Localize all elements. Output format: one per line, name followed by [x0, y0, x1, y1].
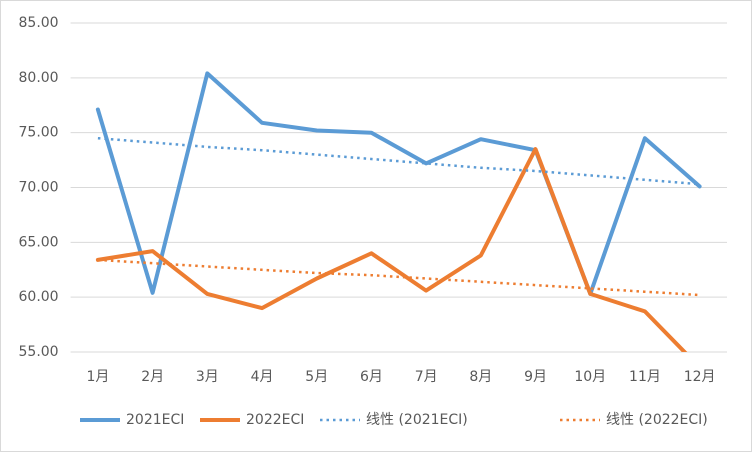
- y-tick-label: 85.00: [19, 15, 59, 31]
- x-tick-label: 6月: [360, 369, 383, 385]
- legend-label: 线性 (2022ECI): [606, 412, 708, 428]
- x-tick-label: 9月: [524, 369, 547, 385]
- x-tick-label: 4月: [251, 369, 274, 385]
- legend-label: 2022ECI: [246, 412, 304, 428]
- x-tick-label: 7月: [415, 369, 438, 385]
- y-tick-label: 70.00: [19, 180, 59, 196]
- y-tick-label: 60.00: [19, 289, 59, 305]
- x-tick-label: 8月: [469, 369, 492, 385]
- x-tick-label: 11月: [629, 369, 661, 385]
- x-tick-label: 2月: [141, 369, 164, 385]
- trend-line: [97, 136, 700, 186]
- x-tick-label: 5月: [305, 369, 328, 385]
- series-line: [95, 147, 688, 352]
- x-tick-label: 12月: [684, 369, 716, 385]
- x-tick-label: 3月: [196, 369, 219, 385]
- y-tick-label: 65.00: [19, 234, 59, 250]
- x-tick-label: 10月: [574, 369, 606, 385]
- x-tick-label: 1月: [86, 369, 109, 385]
- legend-label: 2021ECI: [126, 412, 184, 428]
- legend-label: 线性 (2021ECI): [366, 412, 468, 428]
- series-line: [95, 71, 702, 296]
- plot-area: [95, 71, 702, 352]
- y-tick-label: 75.00: [19, 125, 59, 141]
- trend-line: [97, 258, 700, 297]
- y-tick-label: 55.00: [19, 344, 59, 360]
- y-tick-label: 80.00: [19, 70, 59, 86]
